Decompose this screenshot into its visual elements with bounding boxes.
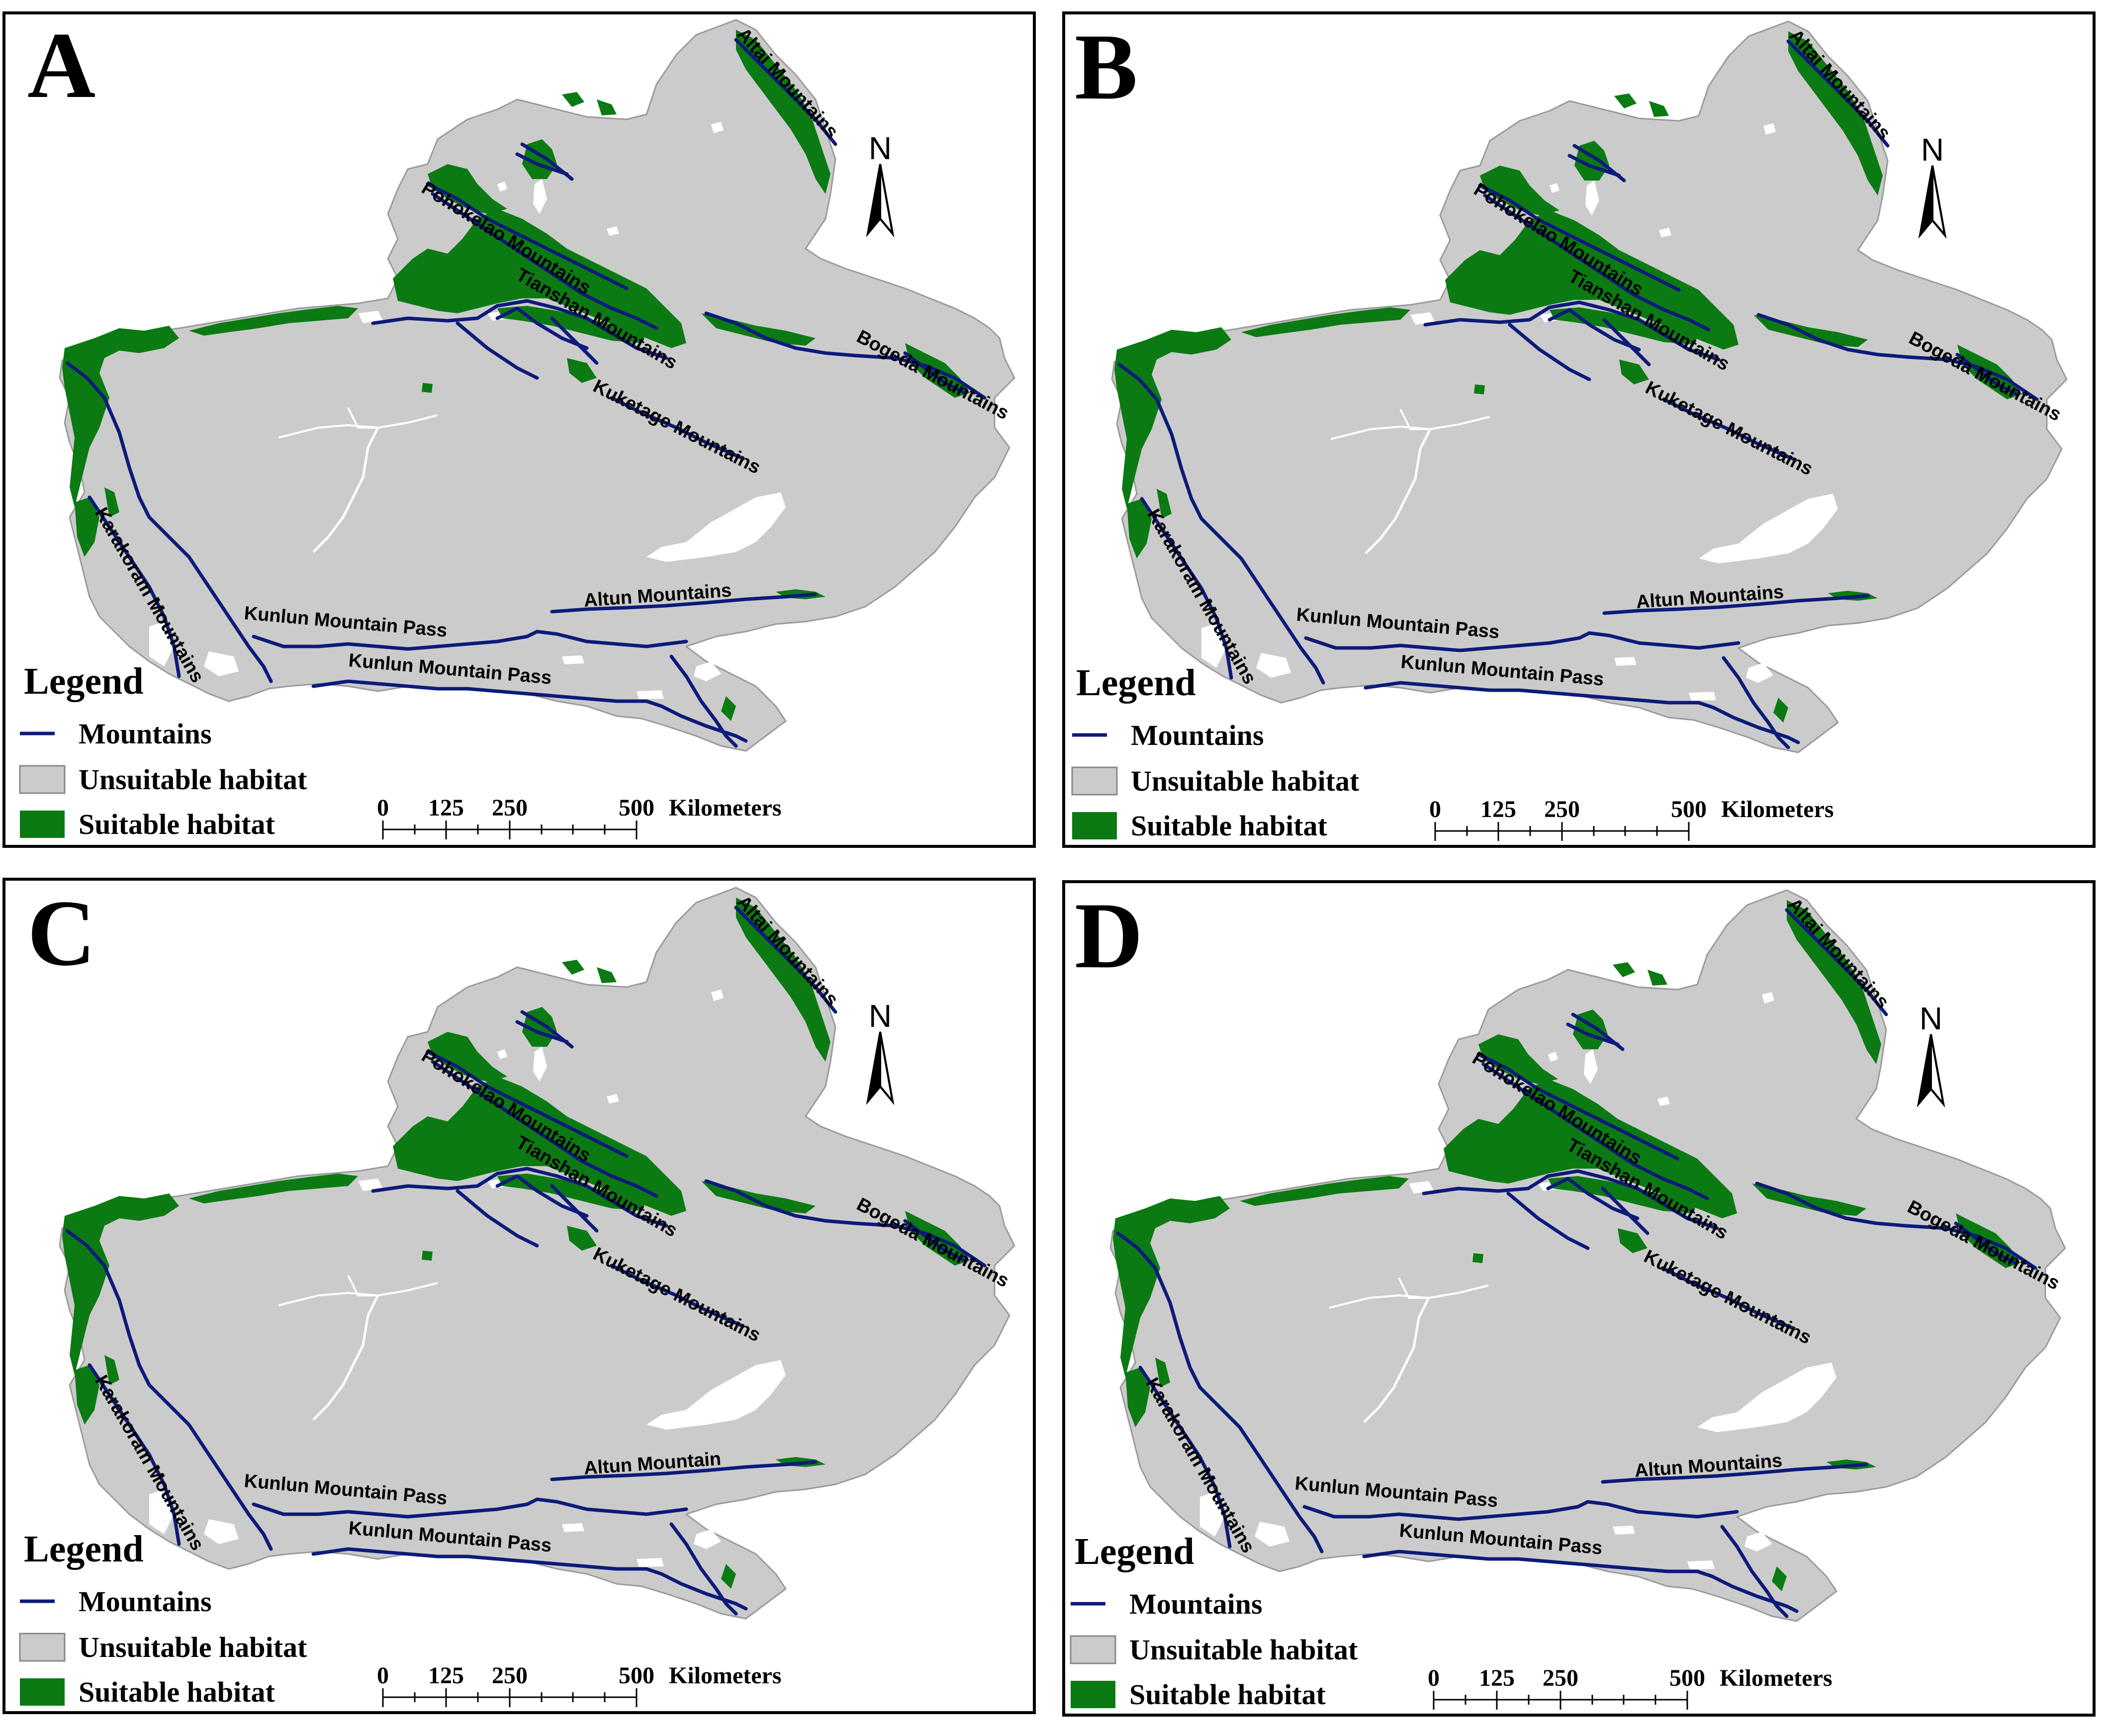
legend-suitable: Suitable habitat <box>79 808 275 840</box>
scale-unit: Kilometers <box>1721 796 1834 822</box>
scale-500: 500 <box>1671 796 1707 822</box>
legend-suitable: Suitable habitat <box>1129 1678 1326 1711</box>
scale-125: 125 <box>1479 1665 1515 1691</box>
scale-250: 250 <box>1544 796 1580 822</box>
scale-500: 500 <box>619 795 654 821</box>
panel-letter: C <box>27 881 95 986</box>
scale-125: 125 <box>428 795 464 821</box>
scale-unit: Kilometers <box>1720 1665 1832 1691</box>
legend-suitable: Suitable habitat <box>1131 810 1327 842</box>
panel-a: A Altai Mountains Pohokelao Mountains Ti… <box>2 11 1036 848</box>
scale-250: 250 <box>1543 1665 1578 1691</box>
legend-mountains: Mountains <box>1131 719 1264 751</box>
panel-d: D Altai Mountains Pohokelao Mountains Ti… <box>1062 880 2096 1717</box>
legend-title: Legend <box>24 1528 144 1570</box>
legend-suitable: Suitable habitat <box>79 1676 275 1708</box>
scale-unit: Kilometers <box>669 795 782 821</box>
scale-0: 0 <box>377 795 389 821</box>
scale-unit: Kilometers <box>669 1662 782 1689</box>
legend-title: Legend <box>1076 662 1196 704</box>
scale-250: 250 <box>492 795 528 821</box>
scale-500: 500 <box>1669 1665 1705 1691</box>
legend-mountains: Mountains <box>79 718 212 750</box>
legend-unsuitable: Unsuitable habitat <box>79 763 307 796</box>
legend-mountains: Mountains <box>1129 1588 1263 1620</box>
legend-unsuitable: Unsuitable habitat <box>1131 765 1360 797</box>
panel-c: C Altai Mountains Pohokelao Mountains Ti… <box>2 878 1036 1714</box>
scale-0: 0 <box>377 1662 389 1689</box>
panel-letter: A <box>27 13 95 118</box>
legend-unsuitable: Unsuitable habitat <box>1129 1634 1358 1666</box>
panel-letter: D <box>1075 884 1143 988</box>
scale-250: 250 <box>492 1662 528 1689</box>
scale-0: 0 <box>1429 796 1441 822</box>
scale-125: 125 <box>428 1662 464 1689</box>
legend-mountains: Mountains <box>79 1585 212 1618</box>
scale-0: 0 <box>1428 1665 1440 1691</box>
scale-125: 125 <box>1480 796 1516 822</box>
legend-unsuitable: Unsuitable habitat <box>79 1631 307 1663</box>
scale-500: 500 <box>619 1662 654 1689</box>
panel-letter: B <box>1075 15 1138 119</box>
panel-b: B Altai Mountains Pohokelao Mountains Ti… <box>1062 11 2096 848</box>
legend-title: Legend <box>1075 1531 1194 1572</box>
legend-title: Legend <box>24 660 144 702</box>
